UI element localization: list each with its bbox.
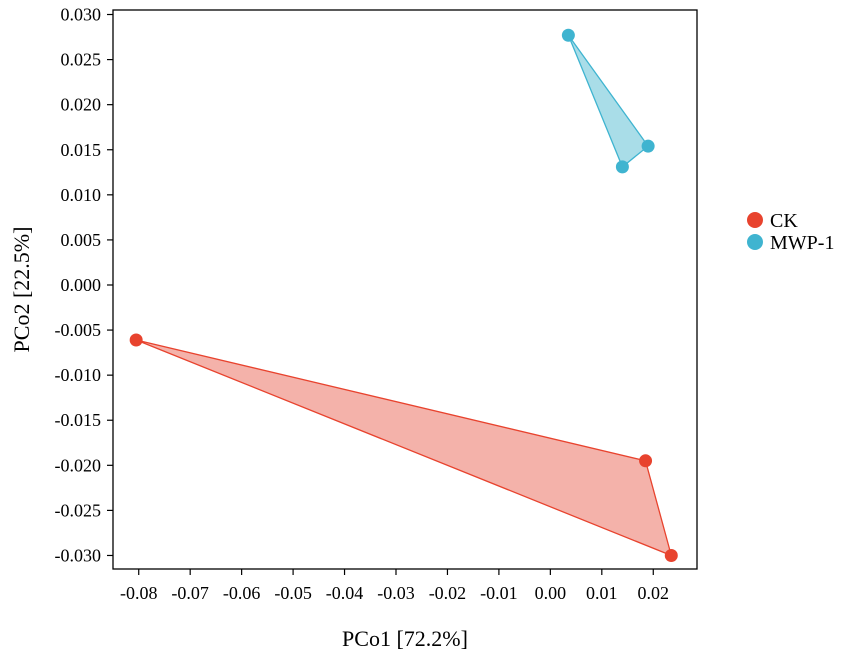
x-tick-label: -0.07 (171, 583, 209, 603)
point-mwp-1 (561, 28, 575, 42)
legend-marker-mwp-1 (747, 234, 763, 250)
x-tick-label: 0.02 (638, 583, 670, 603)
point-ck (639, 454, 653, 468)
y-tick-label: -0.015 (55, 410, 102, 430)
x-tick-label: -0.02 (429, 583, 467, 603)
point-mwp-1 (615, 160, 629, 174)
x-tick-label: 0.01 (586, 583, 618, 603)
hull-mwp-1 (567, 34, 649, 168)
y-tick-label: 0.010 (61, 185, 102, 205)
x-tick-label: -0.03 (377, 583, 415, 603)
y-tick-label: 0.030 (61, 5, 102, 25)
group-hulls (135, 34, 673, 557)
point-ck (129, 333, 143, 347)
legend-label-ck: CK (770, 210, 798, 232)
x-tick-label: -0.08 (120, 583, 158, 603)
y-axis-title: PCo2 [22.5%] (9, 227, 34, 353)
point-ck (664, 548, 678, 562)
point-mwp-1 (641, 139, 655, 153)
y-axis: 0.030 0.025 0.020 0.015 0.010 0.005 0.000 -0.00… (55, 5, 113, 565)
x-tick-label: -0.05 (274, 583, 312, 603)
x-tick-label: -0.04 (326, 583, 364, 603)
hull-ck (135, 339, 673, 557)
x-tick-label: -0.01 (480, 583, 518, 603)
y-tick-label: -0.025 (55, 500, 102, 520)
y-tick-label: -0.020 (55, 455, 102, 475)
legend-marker-ck (747, 212, 763, 228)
x-tick-label: -0.06 (223, 583, 261, 603)
data-points (129, 28, 678, 562)
plot-frame (112, 9, 698, 570)
y-tick-label: 0.015 (61, 140, 102, 160)
x-axis-title: PCo1 [72.2%] (342, 626, 468, 651)
y-tick-label: 0.025 (61, 50, 102, 70)
y-tick-label: -0.010 (55, 365, 102, 385)
y-tick-label: 0.020 (61, 95, 102, 115)
x-tick-label: 0.00 (535, 583, 567, 603)
y-tick-label: 0.005 (61, 230, 102, 250)
y-tick-label: -0.005 (55, 320, 102, 340)
y-tick-label: 0.000 (61, 275, 102, 295)
legend-label-mwp-1: MWP-1 (770, 232, 834, 254)
y-tick-label: -0.030 (55, 545, 102, 565)
x-axis: -0.08 -0.07 -0.06 -0.05 -0.04 -0.03 -0.02 -0.01… (120, 569, 669, 603)
